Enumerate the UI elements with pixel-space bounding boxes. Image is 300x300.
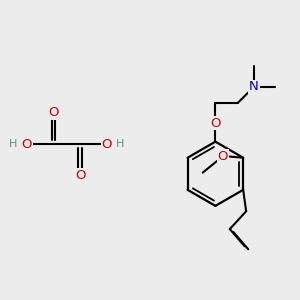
Text: O: O xyxy=(75,169,86,182)
Text: H: H xyxy=(9,139,17,149)
Text: O: O xyxy=(48,106,59,119)
Text: O: O xyxy=(21,138,32,151)
Text: O: O xyxy=(218,150,228,163)
Text: H: H xyxy=(116,139,124,149)
Text: O: O xyxy=(102,138,112,151)
Text: O: O xyxy=(210,117,220,130)
Text: N: N xyxy=(249,80,259,93)
